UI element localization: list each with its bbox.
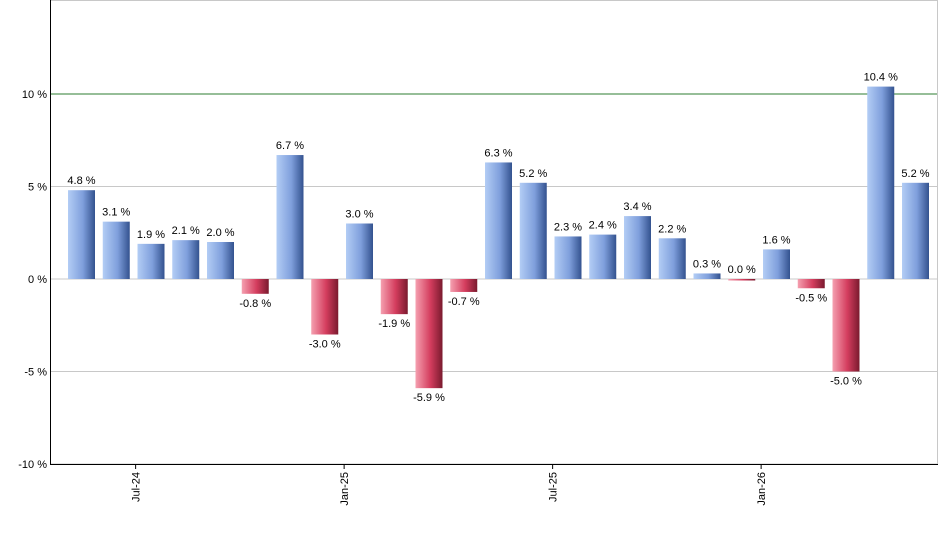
bar: [728, 279, 756, 281]
bar: [867, 86, 895, 279]
bar: [415, 279, 443, 389]
y-tick-label: 0 %: [28, 274, 47, 286]
bar: [207, 242, 234, 279]
y-tick-label: -5 %: [24, 367, 47, 379]
x-tick-label: Jul-25: [548, 472, 560, 502]
bar-value-label: 2.3 %: [554, 221, 582, 233]
x-tick-label: Jul-24: [131, 472, 143, 502]
bar: [172, 240, 200, 279]
bar-value-label: 10.4 %: [864, 72, 898, 84]
bar: [311, 279, 339, 335]
bar-value-label: -3.0 %: [309, 339, 341, 351]
bar: [763, 249, 790, 279]
bar-value-label: 2.0 %: [206, 227, 234, 239]
bar: [589, 234, 617, 279]
bar-value-label: 5.2 %: [901, 168, 929, 180]
bar: [137, 243, 165, 279]
bar: [241, 279, 269, 294]
bar-value-label: -0.8 %: [239, 298, 271, 310]
bar: [485, 162, 512, 279]
bar-value-label: 2.1 %: [172, 225, 200, 237]
bar-value-label: 2.2 %: [658, 223, 686, 235]
y-tick-label: 10 %: [22, 89, 47, 101]
bar: [380, 279, 408, 315]
bar-value-label: -1.9 %: [378, 318, 410, 330]
bar-value-label: -0.7 %: [448, 296, 480, 308]
x-tick-label: Jan-25: [339, 472, 351, 506]
bar-value-label: 6.3 %: [484, 147, 512, 159]
bar: [450, 279, 478, 292]
bar: [624, 216, 651, 279]
bar-value-label: 5.2 %: [519, 168, 547, 180]
bar: [102, 221, 130, 279]
bar-value-label: -0.5 %: [795, 292, 827, 304]
axes: -10 % -5 % 0 % 5 % 10 % Jul-24 Jan-25 Jul-25 Jan…: [18, 0, 938, 506]
bar-value-label: 3.0 %: [345, 209, 373, 221]
bar-value-label: -5.0 %: [830, 376, 862, 388]
bar: [693, 273, 721, 279]
bar-value-label: 2.4 %: [589, 220, 617, 232]
bar: [554, 236, 582, 279]
bar-value-label: 0.0 %: [728, 264, 756, 276]
data-labels: 4.8 % 3.1 % 1.9 % 2.1 % 2.0 % -0.8 % 6.7 % -3.0…: [67, 72, 929, 405]
bar-value-label: 6.7 %: [276, 140, 304, 152]
bar: [346, 223, 373, 279]
bar-value-label: 3.4 %: [623, 201, 651, 213]
bar: [68, 190, 95, 279]
bar: [797, 279, 825, 289]
bars: [68, 86, 929, 389]
bar: [276, 155, 304, 279]
bar-value-label: -5.9 %: [413, 392, 445, 404]
bar-value-label: 3.1 %: [102, 207, 130, 219]
bar: [902, 182, 929, 279]
y-tick-label: -10 %: [18, 459, 47, 471]
x-tick-label: Jan-26: [756, 472, 768, 506]
bar: [658, 238, 686, 279]
bar-value-label: 1.9 %: [137, 229, 165, 241]
bar: [519, 182, 547, 279]
bar: [832, 279, 860, 372]
bar-value-label: 1.6 %: [762, 234, 790, 246]
bar-value-label: 4.8 %: [67, 175, 95, 187]
bar-value-label: 0.3 %: [693, 258, 721, 270]
y-tick-label: 5 %: [28, 182, 47, 194]
